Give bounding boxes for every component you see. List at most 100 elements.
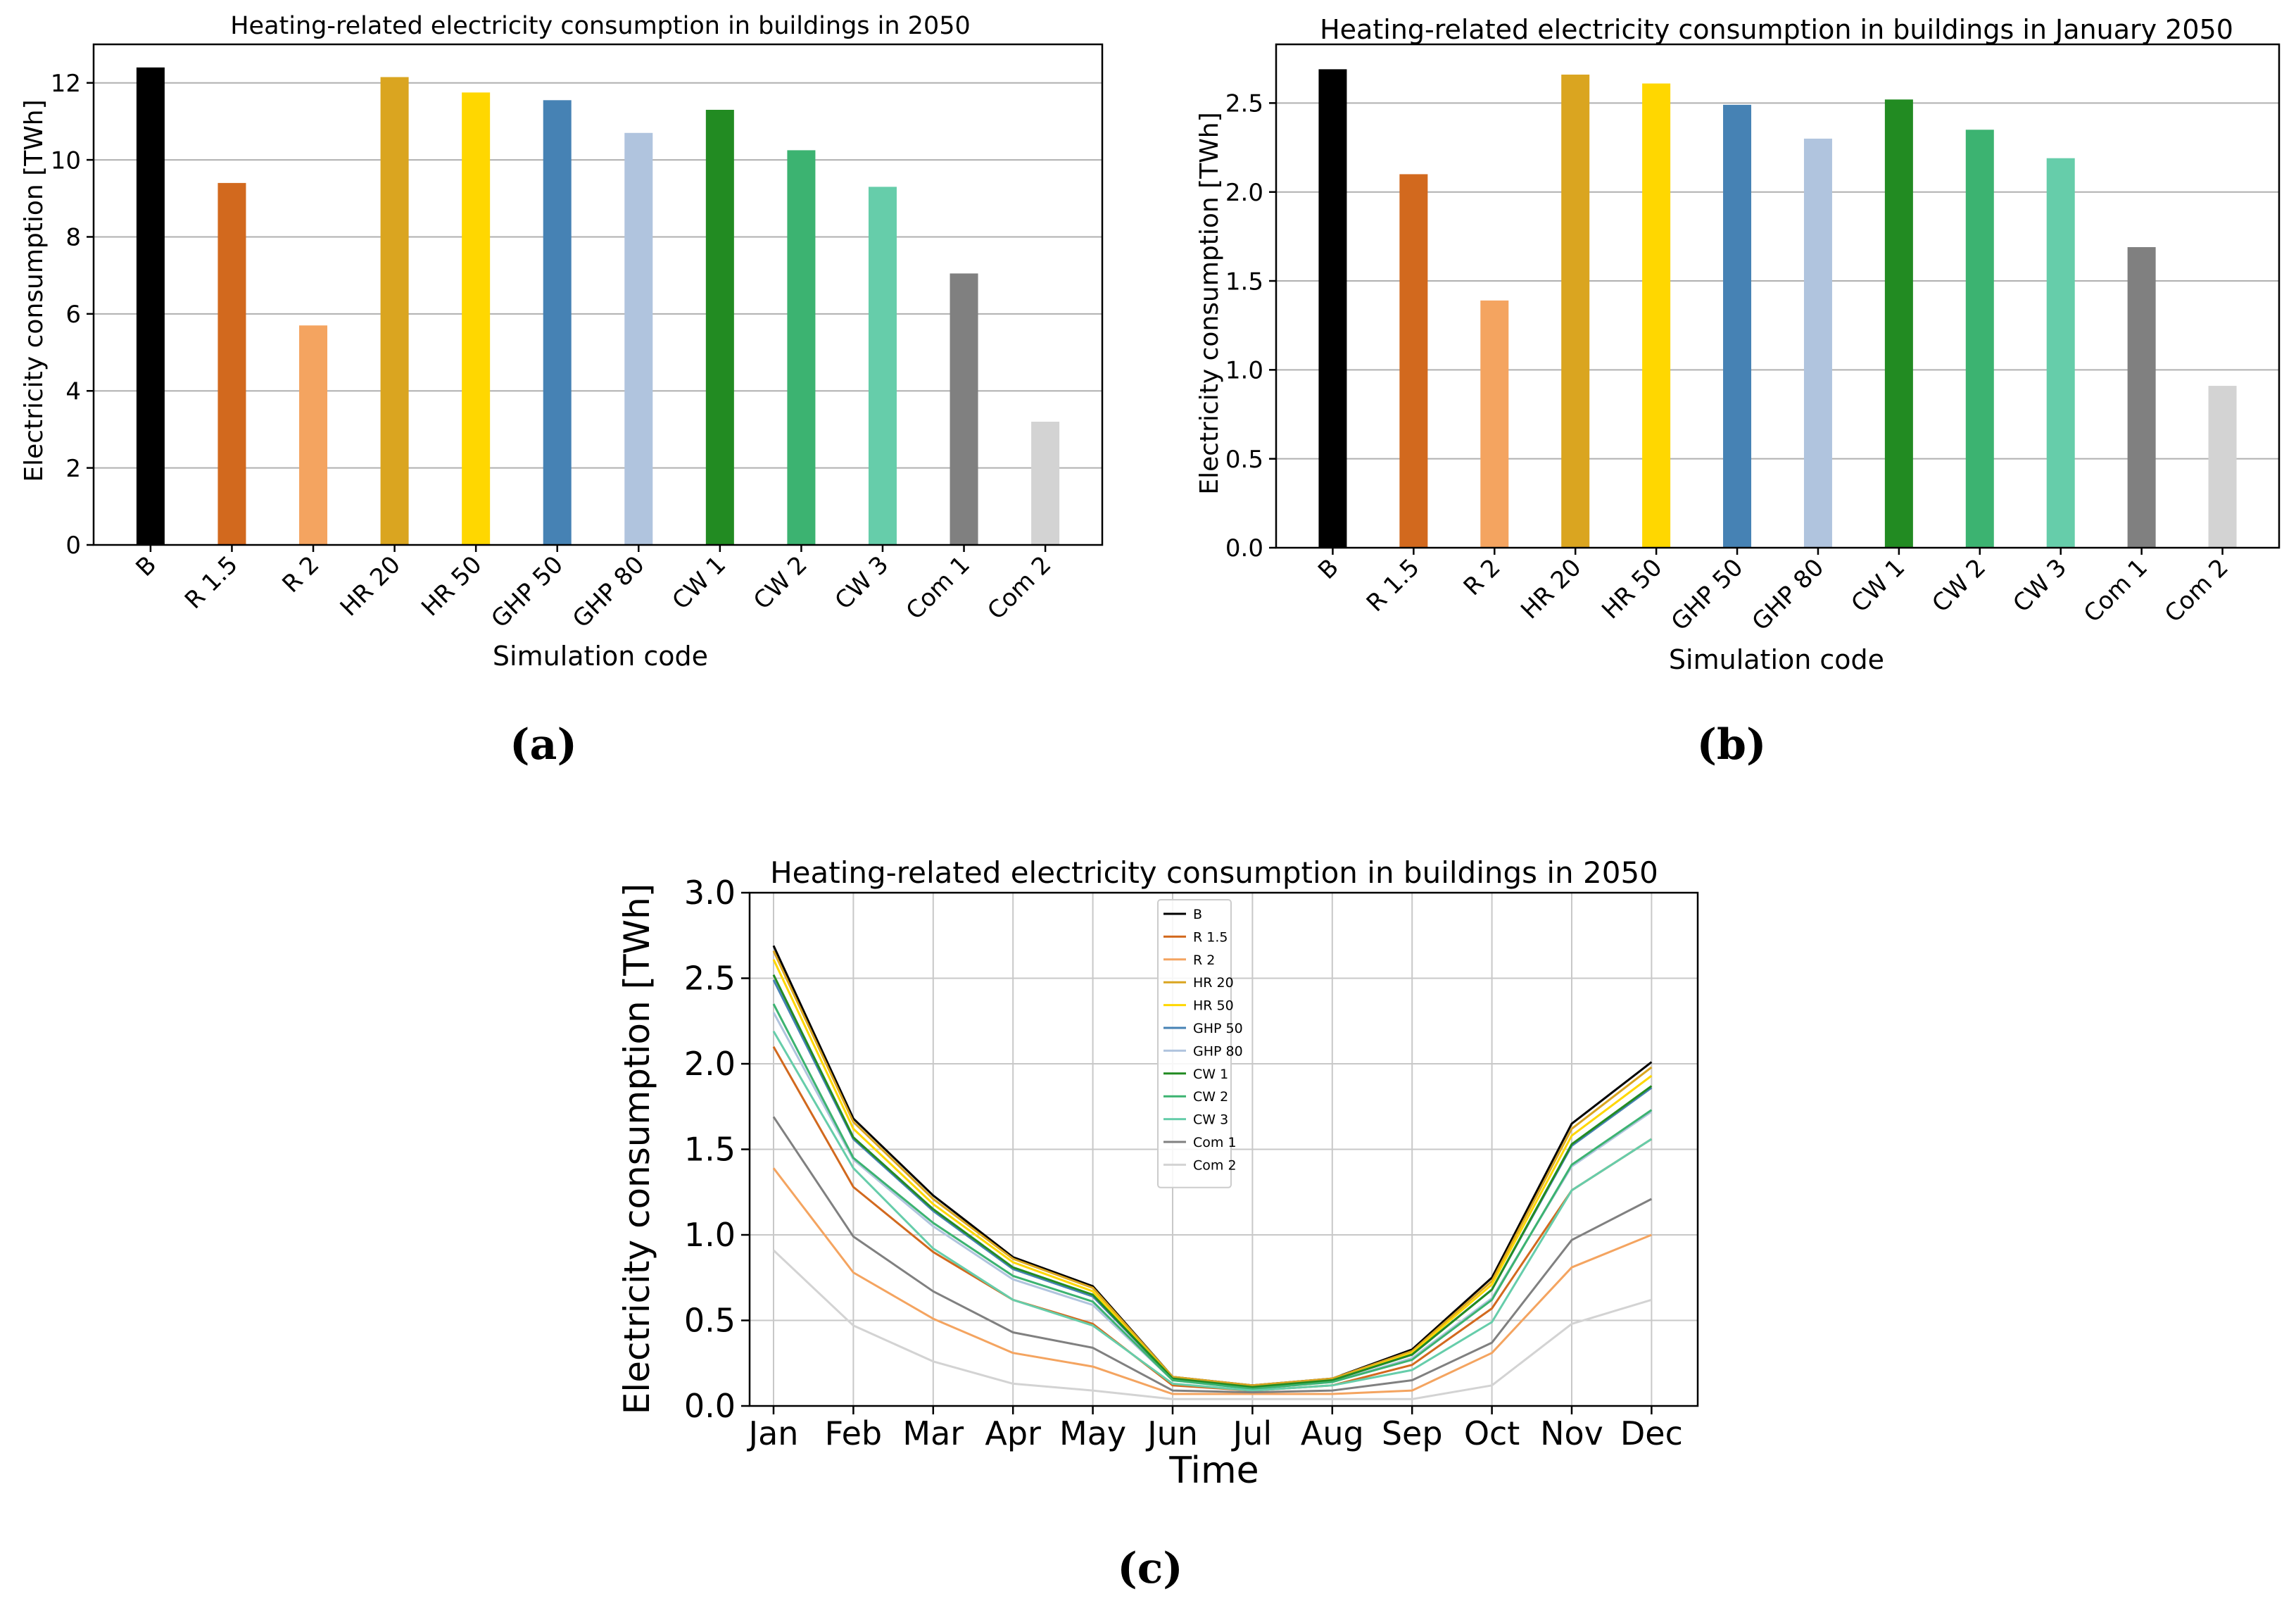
series-line-cw-2 <box>772 1003 1653 1390</box>
legend-box <box>1157 899 1232 1188</box>
legend-label: CW 3 <box>1193 1112 1228 1128</box>
x-tick-label: Feb <box>825 1414 882 1452</box>
series-line-cw-1 <box>772 974 1653 1388</box>
x-tick-label: Com 2 <box>982 551 1056 625</box>
legend-label: GHP 50 <box>1193 1021 1243 1036</box>
y-tick-label: 0.0 <box>1225 534 1263 563</box>
x-tick-label: HR 20 <box>335 551 406 622</box>
x-tick-label: GHP 80 <box>1747 553 1830 636</box>
x-tick-label: Com 2 <box>2159 553 2234 628</box>
legend-label: CW 1 <box>1193 1067 1228 1082</box>
y-tick-label: 0 <box>65 532 81 560</box>
panel-b-bar-chart: Heating-related electricity consumption … <box>1195 14 2281 770</box>
bar-b <box>136 67 165 546</box>
y-tick-label: 6 <box>65 301 81 329</box>
bar-r-1.5 <box>1399 174 1428 548</box>
plot-frame <box>92 43 1104 546</box>
panel-b-caption: (b) <box>1697 720 1767 770</box>
x-tick-label: May <box>1059 1414 1126 1452</box>
x-tick-label: Oct <box>1464 1414 1520 1452</box>
panel-a-x-axis-label: Simulation code <box>493 641 708 672</box>
y-tick-label: 1.5 <box>1225 268 1263 296</box>
bar-hr-50 <box>462 92 491 546</box>
legend-label: B <box>1193 907 1202 922</box>
legend: B R 1.5 R 2 HR 20 HR 50 GHP 50 GHP 80 CW 1 CW 2 C… <box>1157 899 1243 1188</box>
panel-a-caption: (a) <box>510 720 577 770</box>
y-tick-label: 8 <box>65 224 81 252</box>
bar-ghp-80 <box>624 132 653 546</box>
x-tick-label: HR 50 <box>416 551 487 622</box>
x-tick-label: R 2 <box>1458 553 1506 601</box>
x-tick-label: CW 1 <box>1846 553 1910 618</box>
legend-label: CW 2 <box>1193 1089 1228 1105</box>
y-tick-label: 1.0 <box>1225 357 1263 385</box>
legend-label: R 2 <box>1193 953 1215 968</box>
panel-c-y-axis-label: Electricity consumption [TWh] <box>617 884 657 1415</box>
x-tick-label: B <box>130 551 162 582</box>
bar-hr-50 <box>1642 83 1671 548</box>
y-tick-label: 3.0 <box>684 874 736 912</box>
x-tick-label: Aug <box>1301 1414 1364 1452</box>
x-tick-label: Jul <box>1231 1414 1273 1452</box>
legend-label: Com 1 <box>1193 1135 1237 1150</box>
bar-com-2 <box>1031 421 1060 545</box>
bar-ghp-50 <box>1723 104 1752 548</box>
x-tick-label: Apr <box>985 1414 1041 1452</box>
y-tick-label: 4 <box>65 377 81 406</box>
panel-a-y-axis-label: Electricity consumption [TWh] <box>20 99 49 482</box>
bar-cw-2 <box>1965 130 1994 548</box>
x-tick-label: Jan <box>747 1414 799 1452</box>
x-tick-label: CW 1 <box>667 551 731 615</box>
panel-a-bar-chart: Heating-related electricity consumption … <box>20 12 1104 770</box>
x-tick-label: CW 3 <box>830 551 895 615</box>
series-line-cw-3 <box>772 1031 1653 1392</box>
series-line-com-1 <box>772 1116 1653 1394</box>
legend-label: HR 20 <box>1193 975 1234 991</box>
y-tick-label: 2 <box>65 455 81 483</box>
x-tick-label: R 1.5 <box>1361 553 1425 617</box>
x-tick-label: Com 1 <box>901 551 976 625</box>
y-tick-label: 0.5 <box>1225 446 1263 474</box>
panel-c-line-chart: Heating-related electricity consumption … <box>617 855 1699 1593</box>
bar-cw-1 <box>1884 99 1913 548</box>
bar-com-1 <box>2127 247 2156 548</box>
y-tick-label: 2.5 <box>1225 90 1263 118</box>
plot-frame <box>748 891 1699 1407</box>
bar-cw-2 <box>787 150 816 546</box>
x-tick-label: B <box>1313 553 1344 585</box>
series-line-hr-20 <box>772 950 1653 1387</box>
x-tick-label: Sep <box>1382 1414 1443 1452</box>
bar-com-2 <box>2208 386 2237 548</box>
bar-cw-3 <box>868 187 897 545</box>
x-tick-label: Nov <box>1540 1414 1603 1452</box>
panel-b-title: Heating-related electricity consumption … <box>1320 14 2233 45</box>
y-tick-label: 1.0 <box>684 1216 736 1254</box>
x-tick-label: Jun <box>1145 1414 1198 1452</box>
y-tick-label: 2.0 <box>1225 179 1263 207</box>
y-tick-label: 0.5 <box>684 1302 736 1340</box>
bar-r-2 <box>1480 300 1509 548</box>
panel-a-title: Heating-related electricity consumption … <box>230 12 971 40</box>
panel-c-x-axis-label: Time <box>1168 1450 1259 1492</box>
series-line-r-2 <box>772 1167 1652 1395</box>
x-tick-label: CW 3 <box>2007 553 2072 618</box>
x-tick-label: HR 20 <box>1515 553 1587 624</box>
legend-label: Com 2 <box>1193 1157 1237 1173</box>
legend-label: GHP 80 <box>1193 1043 1243 1059</box>
y-tick-label: 1.5 <box>684 1131 736 1169</box>
x-tick-label: Mar <box>902 1414 964 1452</box>
bar-ghp-80 <box>1803 138 1832 548</box>
bar-cw-1 <box>705 109 734 545</box>
x-tick-label: R 2 <box>277 551 324 598</box>
plot-frame <box>1275 43 2281 549</box>
y-tick-label: 2.0 <box>684 1045 736 1083</box>
legend-label: R 1.5 <box>1193 929 1228 945</box>
bar-com-1 <box>950 273 978 545</box>
panel-c-caption: (c) <box>1117 1544 1182 1593</box>
x-tick-label: GHP 80 <box>567 551 650 634</box>
y-tick-label: 12 <box>51 70 81 98</box>
x-tick-label: GHP 50 <box>486 551 569 634</box>
bar-ghp-50 <box>543 100 572 546</box>
panel-b-x-axis-label: Simulation code <box>1669 644 1884 675</box>
